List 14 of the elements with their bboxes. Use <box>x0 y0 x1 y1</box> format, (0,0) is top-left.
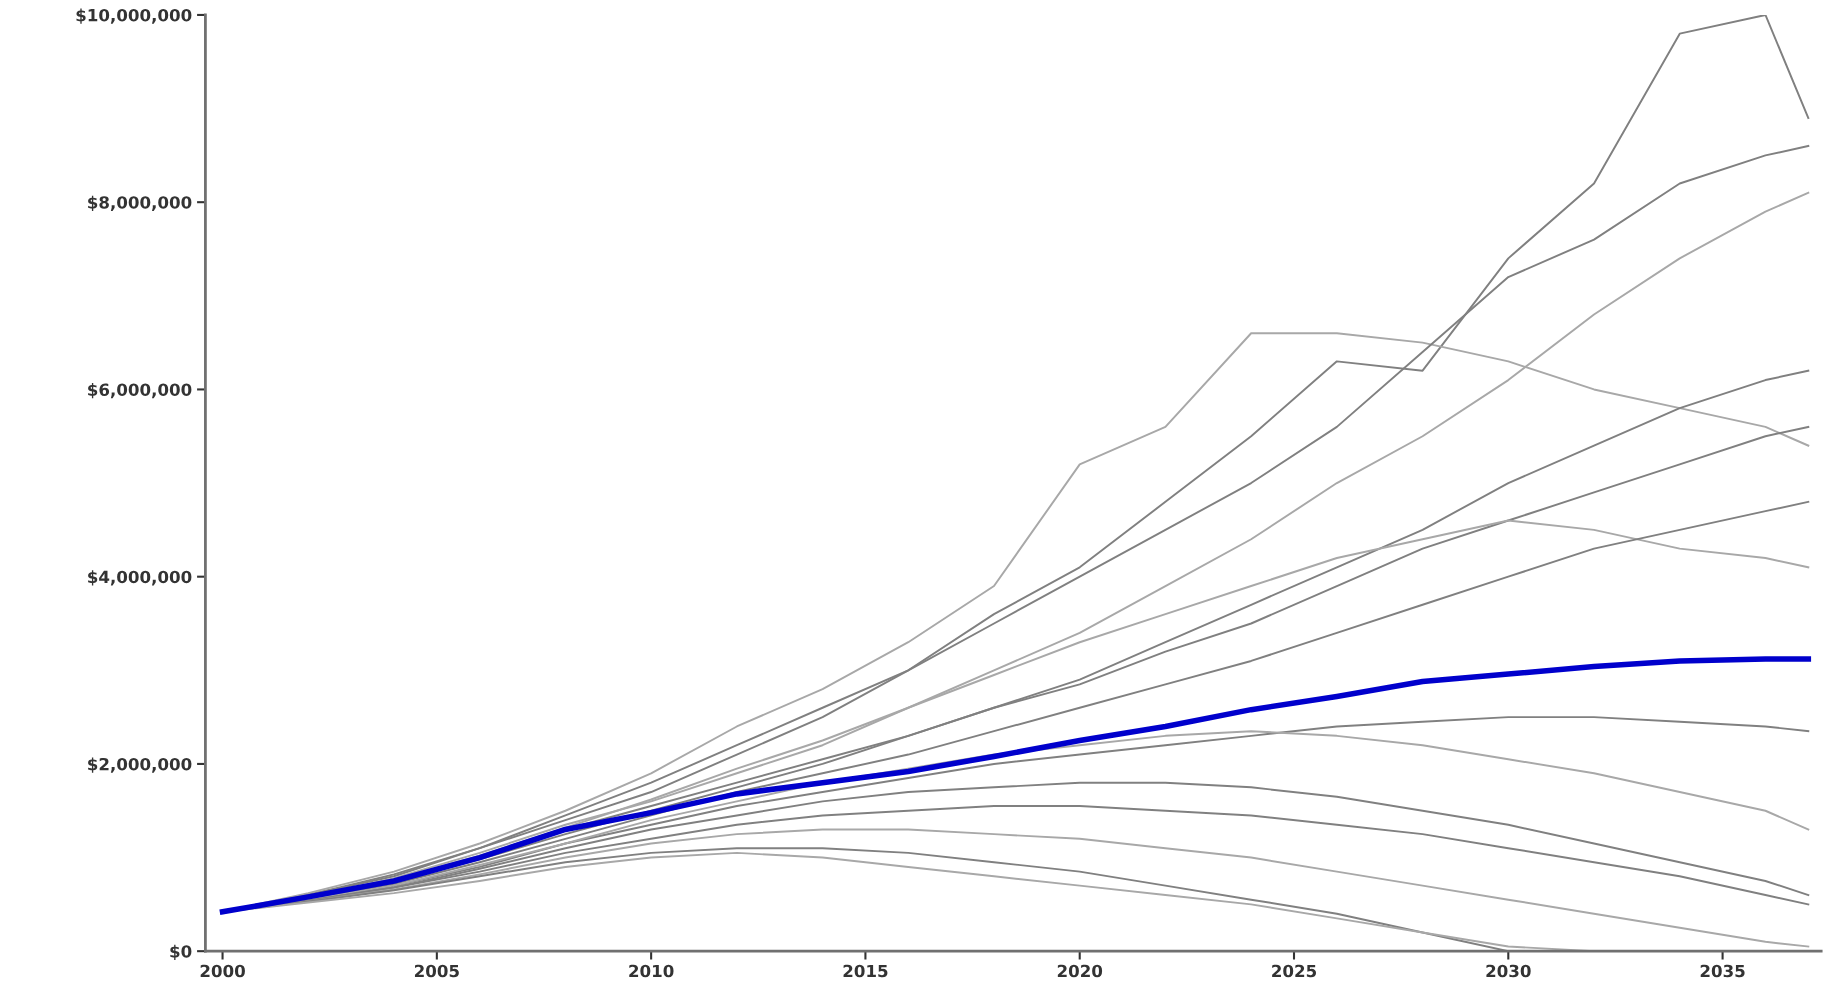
x-tick-label: 2035 <box>1700 964 1745 978</box>
y-tick-label: $2,000,000 <box>88 757 192 773</box>
x-tick-label: 2000 <box>200 964 245 978</box>
x-tick-label: 2025 <box>1272 964 1317 978</box>
x-tick-label: 2010 <box>629 964 674 978</box>
y-tick-label: $4,000,000 <box>88 570 192 586</box>
x-tick-label: 2030 <box>1486 964 1531 978</box>
y-tick-label: $8,000,000 <box>88 195 192 211</box>
y-tick-label: $10,000,000 <box>76 8 192 24</box>
x-tick-label: 2015 <box>843 964 888 978</box>
y-tick-label: $0 <box>170 944 192 960</box>
x-tick-label: 2020 <box>1057 964 1103 978</box>
x-tick-label: 2005 <box>414 964 459 978</box>
y-tick-label: $6,000,000 <box>88 383 192 399</box>
